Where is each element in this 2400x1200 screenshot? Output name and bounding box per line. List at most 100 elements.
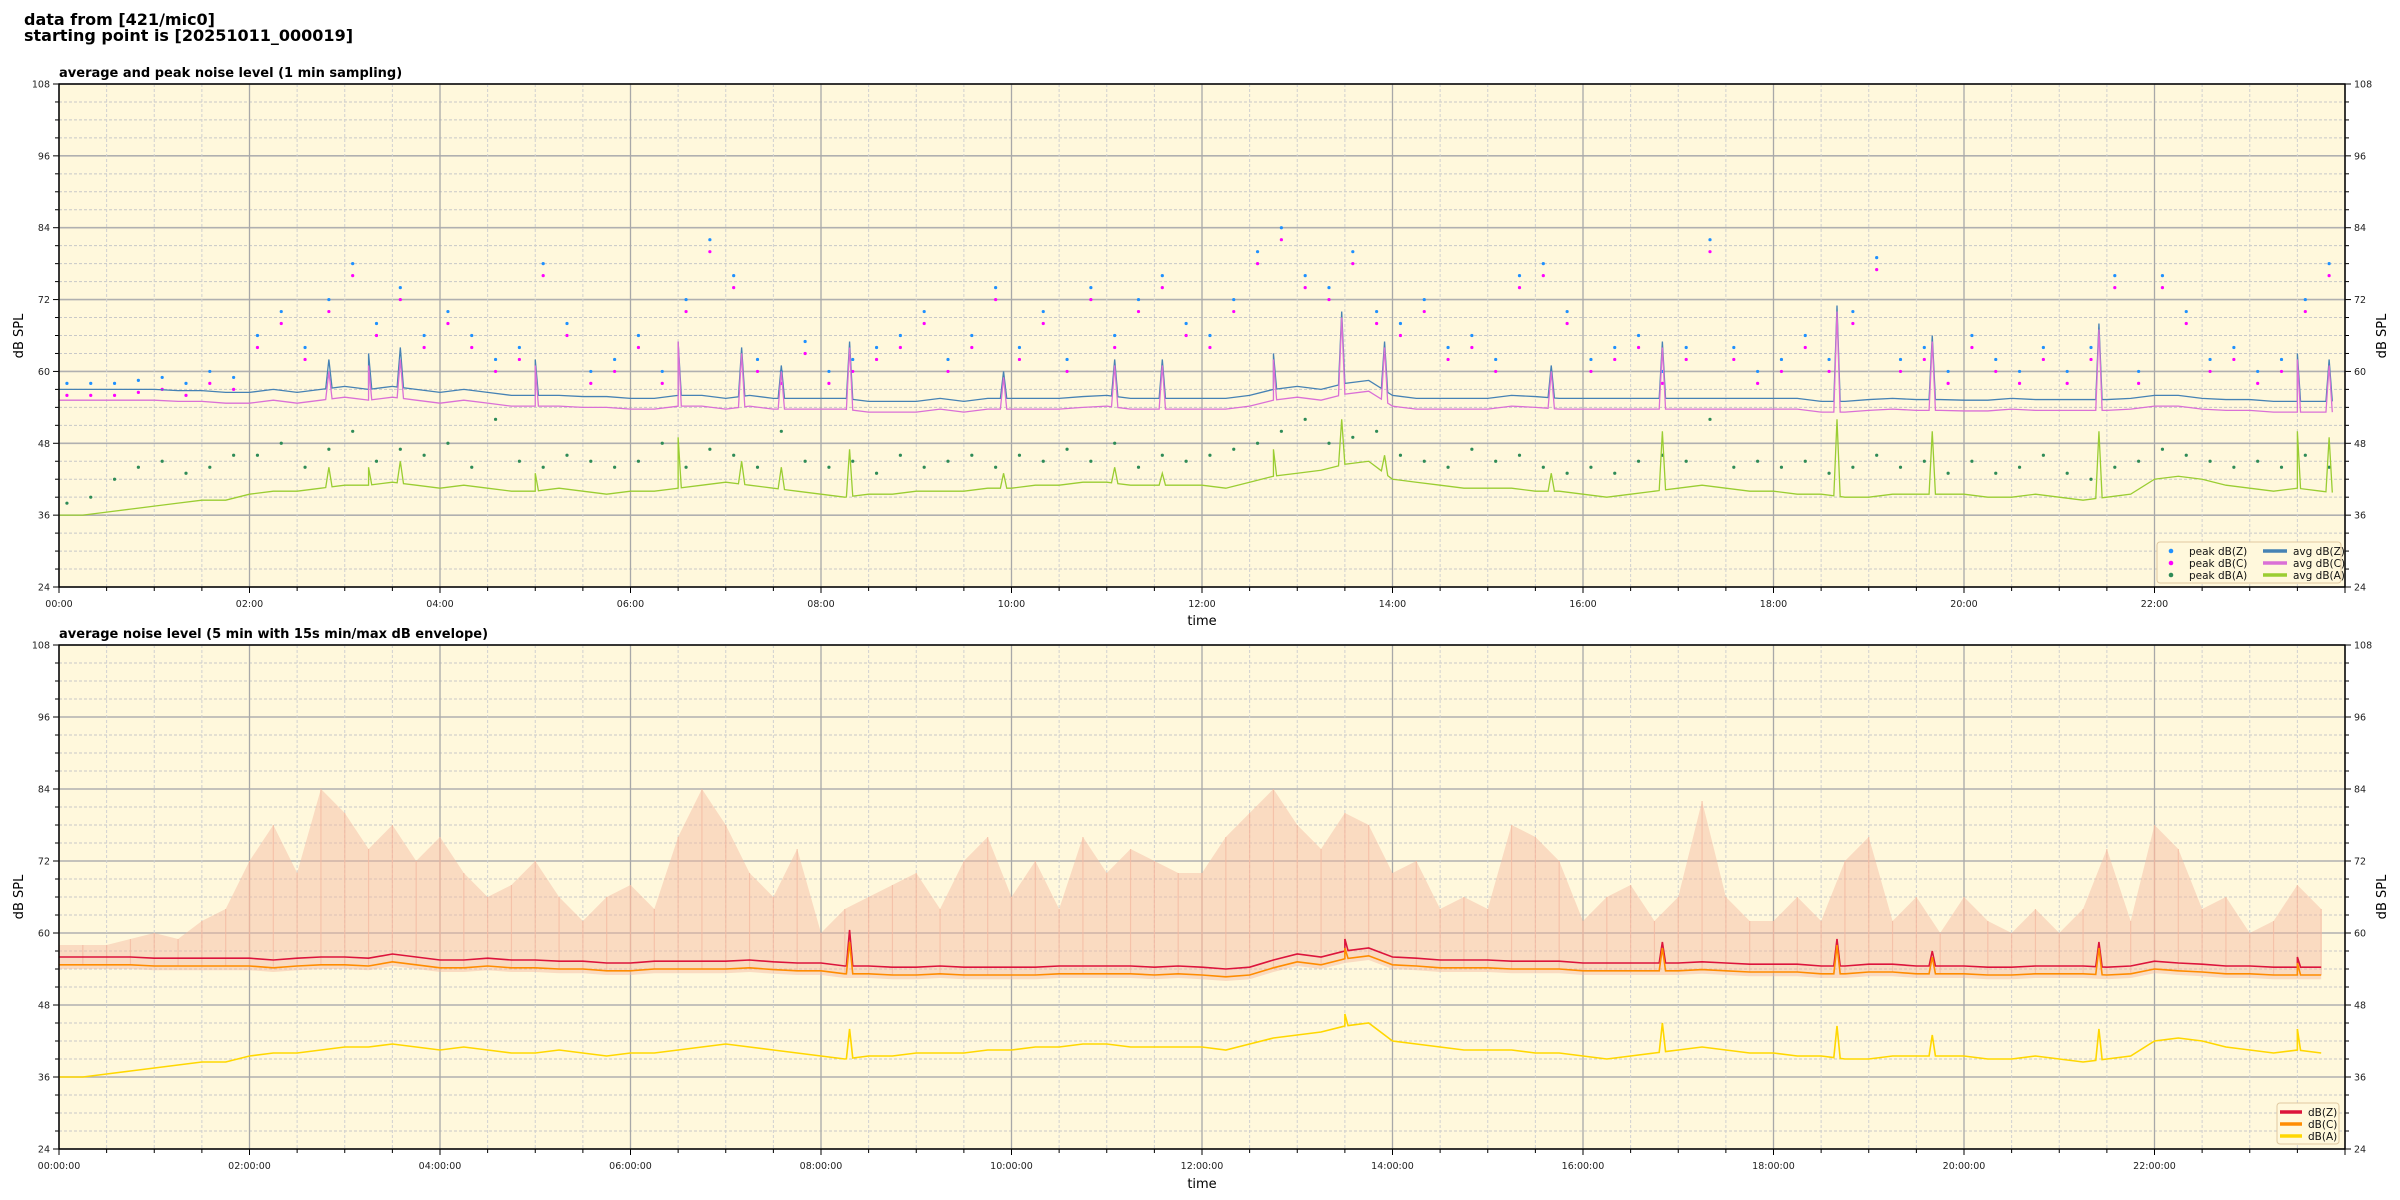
point-peak-db-a (1375, 429, 1379, 433)
point-peak-db-z (660, 369, 664, 374)
point-peak-db-a (660, 441, 664, 445)
point-peak-db-z (1351, 250, 1355, 254)
point-peak-db-z (1470, 333, 1474, 338)
point-peak-db-c (2160, 285, 2165, 290)
point-peak-db-z (541, 262, 545, 266)
y-tick-label-right: 96 (2354, 151, 2366, 162)
point-peak-db-c (1208, 345, 1212, 350)
point-peak-db-a (2327, 465, 2331, 469)
point-peak-db-z (1756, 369, 1760, 374)
point-peak-db-z (1994, 357, 1998, 362)
point-peak-db-a (1279, 429, 1283, 433)
point-peak-db-a (1827, 471, 1831, 475)
point-peak-db-c (1470, 345, 1474, 350)
point-peak-db-a (827, 465, 831, 469)
point-peak-db-z (2303, 297, 2307, 302)
point-peak-db-c (874, 357, 879, 362)
point-peak-db-z (1851, 309, 1855, 314)
point-peak-db-c (255, 345, 260, 350)
legend-label: dB(Z) (2308, 1107, 2337, 1119)
point-peak-db-a (1636, 459, 1641, 463)
x-tick-label: 10:00 (998, 599, 1025, 610)
point-peak-db-z (160, 375, 164, 380)
point-peak-db-c (1017, 357, 1022, 362)
point-peak-db-a (112, 477, 117, 481)
plot-frame (58, 644, 2346, 1150)
legend-box (2156, 541, 2342, 584)
y-tick-label-left: 108 (32, 80, 50, 91)
line-db-a (59, 1013, 2322, 1078)
point-peak-db-z (1279, 226, 1283, 230)
point-peak-db-c (1589, 369, 1593, 374)
point-peak-db-c (208, 381, 212, 386)
point-peak-db-a (1208, 453, 1212, 457)
point-peak-db-c (2065, 381, 2069, 386)
point-peak-db-a (1851, 465, 1855, 469)
x-tick-label: 08:00:00 (800, 1161, 843, 1172)
point-peak-db-c (2113, 285, 2117, 290)
point-peak-db-c (1517, 285, 1522, 290)
point-peak-db-z (1041, 309, 1045, 314)
point-peak-db-c (613, 369, 617, 374)
x-tick-label: 02:00 (236, 599, 263, 610)
y-tick-label-right: 24 (2354, 583, 2366, 594)
point-peak-db-c (1803, 345, 1807, 350)
point-peak-db-z (1065, 357, 1069, 362)
point-peak-db-a (1898, 465, 1903, 469)
y-tick-label-left: 24 (38, 1145, 50, 1156)
point-peak-db-c (684, 309, 688, 314)
point-peak-db-c (1898, 369, 1903, 374)
point-peak-db-z (1089, 285, 1093, 290)
point-peak-db-z (2017, 369, 2022, 374)
point-peak-db-c (1398, 333, 1403, 338)
point-peak-db-z (184, 381, 188, 386)
point-peak-db-c (351, 274, 355, 278)
point-peak-db-a (136, 465, 140, 469)
legend-label: dB(C) (2308, 1119, 2337, 1131)
point-peak-db-c (232, 387, 236, 391)
point-peak-db-c (1732, 357, 1736, 362)
x-tick-label: 12:00 (1188, 599, 1215, 610)
point-peak-db-c (2208, 369, 2212, 374)
y-tick-label-left: 84 (38, 223, 50, 234)
x-tick-label: 10:00:00 (990, 1161, 1033, 1172)
point-peak-db-c (827, 381, 831, 386)
plot-area: 108 108 96 96 84 84 72 72 60 60 48 48 36 36 24 24 00:00 0… (32, 80, 2372, 611)
point-peak-db-z (2041, 345, 2045, 350)
x-tick-label: 02:00:00 (228, 1161, 271, 1172)
point-peak-db-a (1327, 441, 1331, 445)
x-tick-label: 06:00 (617, 599, 644, 610)
point-peak-db-c (1970, 345, 1974, 350)
point-peak-db-z (89, 381, 93, 386)
point-peak-db-a (1613, 471, 1617, 475)
point-peak-db-a (1422, 459, 1426, 463)
point-peak-db-c (184, 393, 188, 397)
point-peak-db-z (851, 357, 855, 362)
point-peak-db-z (2089, 345, 2093, 350)
point-peak-db-z (2065, 369, 2069, 374)
y-tick-label-right: 48 (2354, 439, 2366, 450)
point-peak-db-z (874, 345, 879, 350)
point-peak-db-z (112, 381, 117, 386)
point-peak-db-z (422, 333, 426, 338)
point-peak-db-c (1494, 369, 1498, 374)
point-peak-db-c (493, 369, 498, 374)
y-tick-label-left: 48 (38, 439, 50, 450)
y-tick-label-left: 96 (38, 713, 50, 724)
point-peak-db-a (1803, 459, 1807, 463)
legend-marker (2168, 548, 2174, 554)
point-peak-db-z (232, 375, 236, 380)
legend: dB(Z)dB(C)dB(A) (2276, 1102, 2340, 1145)
point-peak-db-z (589, 369, 593, 374)
point-peak-db-z (1684, 345, 1688, 350)
y-tick-label-right: 60 (2354, 367, 2366, 378)
point-peak-db-a (1756, 459, 1760, 463)
point-peak-db-a (2065, 471, 2069, 475)
point-peak-db-c (1565, 321, 1569, 326)
bottom-chart: 108 108 96 96 84 84 72 72 60 60 48 48 36 36 24 24 00:00:… (12, 627, 2390, 1192)
point-peak-db-c (2303, 309, 2307, 314)
point-peak-db-c (136, 390, 140, 394)
point-peak-db-a (970, 453, 974, 457)
point-peak-db-z (1636, 333, 1641, 338)
point-peak-db-c (636, 345, 641, 350)
